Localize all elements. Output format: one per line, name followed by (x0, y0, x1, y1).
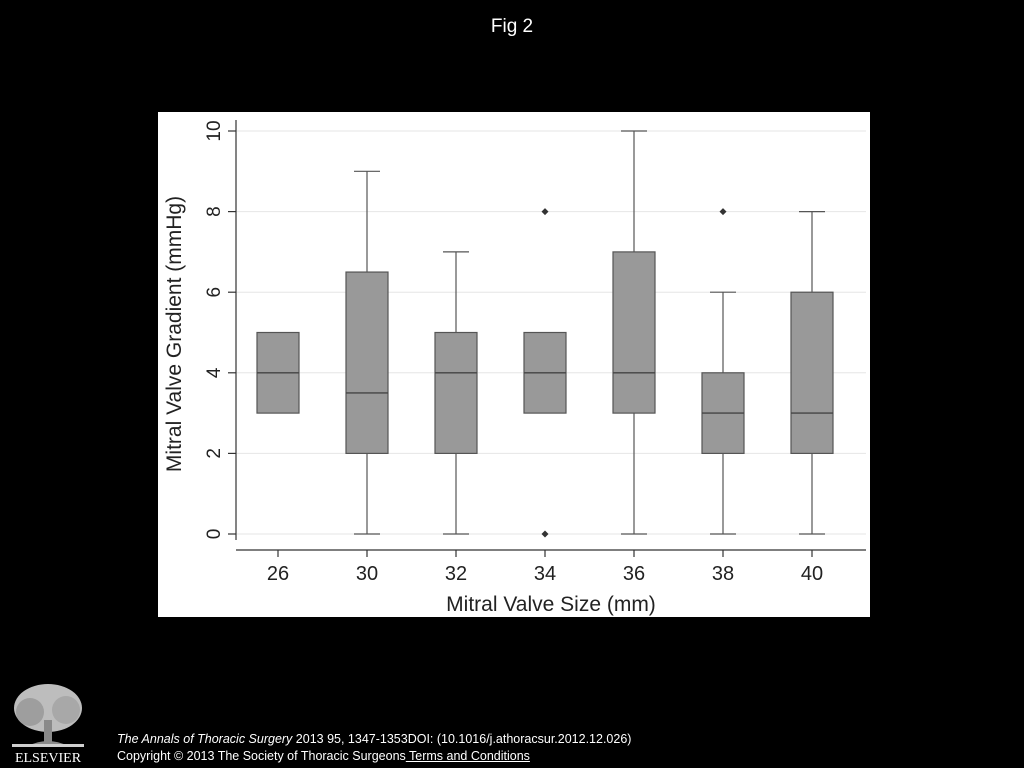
box-32 (434, 251, 478, 535)
y-tick-label: 4 (204, 367, 225, 378)
citation-block: The Annals of Thoracic Surgery 2013 95, … (117, 731, 631, 765)
journal-name: The Annals of Thoracic Surgery (117, 732, 293, 746)
copyright-line: Copyright © 2013 The Society of Thoracic… (117, 748, 631, 765)
y-axis-label: Mitral Valve Gradient (mmHg) (163, 196, 186, 472)
axes: 0 2 4 6 8 10 26 30 32 34 36 38 40 (204, 120, 866, 585)
boxes (256, 130, 834, 538)
box-30 (345, 170, 389, 535)
outlier-point (541, 530, 549, 538)
outlier-point (541, 208, 549, 216)
chart-panel: 0 2 4 6 8 10 26 30 32 34 36 38 40 Mitral Valve Gradi… (158, 112, 870, 617)
citation-line: The Annals of Thoracic Surgery 2013 95, … (117, 731, 631, 748)
x-tick-label: 30 (356, 563, 378, 585)
x-tick-label: 38 (712, 563, 734, 585)
x-tick-label: 34 (534, 563, 556, 585)
box-38 (701, 208, 745, 535)
y-tick-label: 0 (204, 529, 225, 540)
publisher-name: ELSEVIER (15, 751, 82, 765)
x-tick-label: 32 (445, 563, 467, 585)
x-tick-label: 40 (801, 563, 823, 585)
citation-details: 2013 95, 1347-1353DOI: (10.1016/j.athora… (292, 732, 632, 746)
box-34 (523, 208, 567, 538)
iqr-box (345, 271, 389, 455)
box-26 (256, 331, 300, 414)
y-tick-label: 2 (204, 448, 225, 459)
x-tick-label: 26 (267, 563, 289, 585)
copyright-text: Copyright © 2013 The Society of Thoracic… (117, 749, 406, 763)
iqr-box (434, 331, 478, 455)
box-40 (790, 210, 834, 535)
boxplot-chart: 0 2 4 6 8 10 26 30 32 34 36 38 40 Mitral Valve Gradi… (163, 120, 866, 616)
y-tick-label: 10 (204, 120, 225, 141)
terms-link[interactable]: Terms and Conditions (405, 749, 530, 763)
iqr-box (790, 291, 834, 454)
iqr-box (612, 251, 656, 414)
x-axis-label: Mitral Valve Size (mm) (446, 593, 656, 616)
x-tick-label: 36 (623, 563, 645, 585)
elsevier-logo: ELSEVIER (8, 680, 88, 765)
y-tick-label: 6 (204, 287, 225, 298)
figure-title: Fig 2 (490, 16, 534, 37)
box-36 (612, 130, 656, 535)
axis-labels: Mitral Valve Gradient (mmHg) Mitral Valv… (163, 196, 656, 616)
y-tick-label: 8 (204, 206, 225, 217)
outlier-point (719, 208, 727, 216)
